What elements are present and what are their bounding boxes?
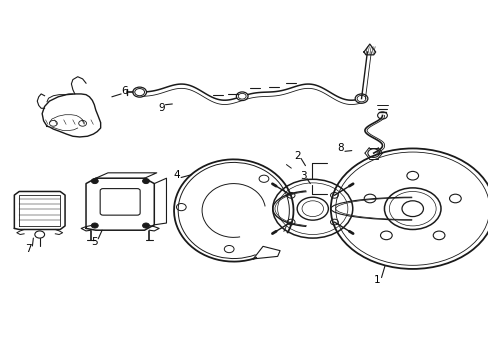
Circle shape [91, 223, 98, 228]
Text: 7: 7 [25, 244, 32, 254]
Circle shape [142, 179, 149, 184]
Text: 3: 3 [299, 171, 305, 181]
Text: 1: 1 [373, 275, 380, 285]
Text: 6: 6 [122, 86, 128, 96]
Circle shape [91, 179, 98, 184]
Circle shape [133, 87, 146, 97]
Circle shape [142, 223, 149, 228]
Text: 8: 8 [337, 143, 344, 153]
Text: 5: 5 [91, 237, 98, 247]
Text: 2: 2 [293, 150, 300, 161]
Text: 9: 9 [158, 103, 164, 113]
Circle shape [236, 92, 247, 100]
Circle shape [354, 94, 367, 103]
Text: 4: 4 [174, 170, 180, 180]
